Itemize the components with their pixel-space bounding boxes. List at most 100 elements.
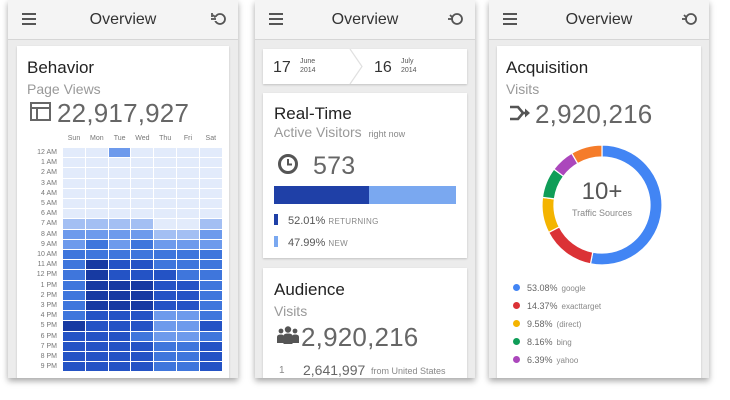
heatmap-cell[interactable] [63, 209, 85, 219]
heatmap-cell[interactable] [85, 209, 108, 219]
heatmap-cell[interactable] [177, 352, 199, 362]
heatmap-cell[interactable] [199, 331, 222, 341]
heatmap-cell[interactable] [154, 219, 176, 229]
heatmap-cell[interactable] [108, 290, 131, 300]
heatmap-cell[interactable] [154, 301, 176, 311]
heatmap-cell[interactable] [154, 209, 176, 219]
heatmap-cell[interactable] [85, 352, 108, 362]
heatmap-cell[interactable] [63, 301, 85, 311]
heatmap-cell[interactable] [154, 148, 176, 158]
heatmap-cell[interactable] [85, 331, 108, 341]
heatmap-cell[interactable] [199, 229, 222, 239]
heatmap-cell[interactable] [108, 301, 131, 311]
heatmap-cell[interactable] [85, 239, 108, 249]
heatmap-cell[interactable] [131, 250, 154, 260]
traffic-source-row[interactable]: 53.08% google [513, 283, 586, 293]
heatmap-cell[interactable] [199, 270, 222, 280]
heatmap-cell[interactable] [177, 311, 199, 321]
heatmap-cell[interactable] [177, 239, 199, 249]
heatmap-cell[interactable] [177, 260, 199, 270]
heatmap-cell[interactable] [154, 199, 176, 209]
heatmap-cell[interactable] [177, 250, 199, 260]
heatmap-cell[interactable] [63, 188, 85, 198]
heatmap-cell[interactable] [131, 321, 154, 331]
heatmap-cell[interactable] [131, 219, 154, 229]
heatmap-cell[interactable] [63, 290, 85, 300]
heatmap-cell[interactable] [199, 158, 222, 168]
heatmap-cell[interactable] [85, 178, 108, 188]
heatmap-cell[interactable] [199, 290, 222, 300]
heatmap-cell[interactable] [85, 301, 108, 311]
heatmap-cell[interactable] [108, 148, 131, 158]
heatmap-cell[interactable] [108, 239, 131, 249]
heatmap-cell[interactable] [177, 270, 199, 280]
heatmap-cell[interactable] [63, 148, 85, 158]
heatmap-cell[interactable] [154, 290, 176, 300]
heatmap-cell[interactable] [131, 209, 154, 219]
heatmap-cell[interactable] [63, 280, 85, 290]
heatmap-cell[interactable] [63, 178, 85, 188]
heatmap-cell[interactable] [177, 341, 199, 351]
heatmap-cell[interactable] [177, 219, 199, 229]
heatmap-cell[interactable] [177, 178, 199, 188]
heatmap-cell[interactable] [177, 188, 199, 198]
heatmap-cell[interactable] [131, 311, 154, 321]
heatmap-cell[interactable] [131, 229, 154, 239]
heatmap-cell[interactable] [63, 219, 85, 229]
heatmap-cell[interactable] [199, 280, 222, 290]
heatmap-cell[interactable] [154, 229, 176, 239]
heatmap-cell[interactable] [63, 270, 85, 280]
heatmap-cell[interactable] [154, 362, 176, 372]
heatmap-cell[interactable] [108, 311, 131, 321]
heatmap-cell[interactable] [154, 239, 176, 249]
heatmap-cell[interactable] [85, 260, 108, 270]
heatmap-cell[interactable] [154, 260, 176, 270]
heatmap-cell[interactable] [85, 290, 108, 300]
traffic-source-row[interactable]: 14.37% exacttarget [513, 301, 601, 311]
heatmap-cell[interactable] [199, 219, 222, 229]
heatmap-cell[interactable] [199, 301, 222, 311]
heatmap-cell[interactable] [199, 148, 222, 158]
heatmap-cell[interactable] [131, 362, 154, 372]
heatmap-cell[interactable] [108, 352, 131, 362]
date-range-selector[interactable]: 17 June 2014 16 July 2014 [263, 49, 467, 84]
menu-icon[interactable] [503, 12, 519, 26]
heatmap-cell[interactable] [199, 250, 222, 260]
heatmap-cell[interactable] [199, 362, 222, 372]
heatmap-cell[interactable] [108, 219, 131, 229]
heatmap-cell[interactable] [154, 321, 176, 331]
heatmap-cell[interactable] [154, 250, 176, 260]
heatmap-cell[interactable] [85, 199, 108, 209]
heatmap-cell[interactable] [131, 168, 154, 178]
heatmap-cell[interactable] [63, 168, 85, 178]
audience-card[interactable]: Audience Visits 2,920,216 1 2,641,997 fr… [263, 268, 467, 378]
heatmap-cell[interactable] [63, 362, 85, 372]
heatmap-cell[interactable] [154, 331, 176, 341]
heatmap-cell[interactable] [85, 270, 108, 280]
heatmap-cell[interactable] [199, 352, 222, 362]
heatmap-cell[interactable] [108, 321, 131, 331]
heatmap-cell[interactable] [63, 260, 85, 270]
traffic-source-row[interactable]: 8.16% bing [513, 337, 572, 347]
heatmap-cell[interactable] [131, 341, 154, 351]
heatmap-cell[interactable] [108, 331, 131, 341]
heatmap-cell[interactable] [199, 321, 222, 331]
heatmap-cell[interactable] [154, 280, 176, 290]
heatmap-cell[interactable] [131, 178, 154, 188]
heatmap-cell[interactable] [131, 239, 154, 249]
heatmap-cell[interactable] [177, 229, 199, 239]
heatmap-cell[interactable] [108, 280, 131, 290]
heatmap-cell[interactable] [154, 352, 176, 362]
heatmap-cell[interactable] [177, 290, 199, 300]
heatmap-cell[interactable] [199, 168, 222, 178]
heatmap-cell[interactable] [108, 362, 131, 372]
heatmap-cell[interactable] [199, 239, 222, 249]
heatmap-cell[interactable] [154, 341, 176, 351]
heatmap-cell[interactable] [108, 341, 131, 351]
heatmap-cell[interactable] [85, 311, 108, 321]
refresh-icon[interactable] [210, 10, 228, 28]
refresh-icon[interactable] [681, 10, 699, 28]
heatmap-cell[interactable] [85, 341, 108, 351]
heatmap-cell[interactable] [63, 199, 85, 209]
heatmap-cell[interactable] [108, 209, 131, 219]
